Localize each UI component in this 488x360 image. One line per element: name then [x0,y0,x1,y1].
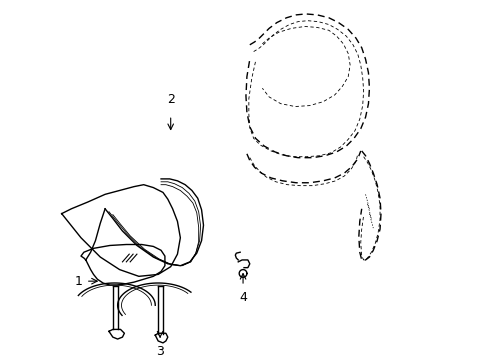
Text: 3: 3 [156,345,163,358]
Text: 2: 2 [166,93,174,105]
Text: 1: 1 [75,275,83,288]
Text: 4: 4 [239,291,246,304]
